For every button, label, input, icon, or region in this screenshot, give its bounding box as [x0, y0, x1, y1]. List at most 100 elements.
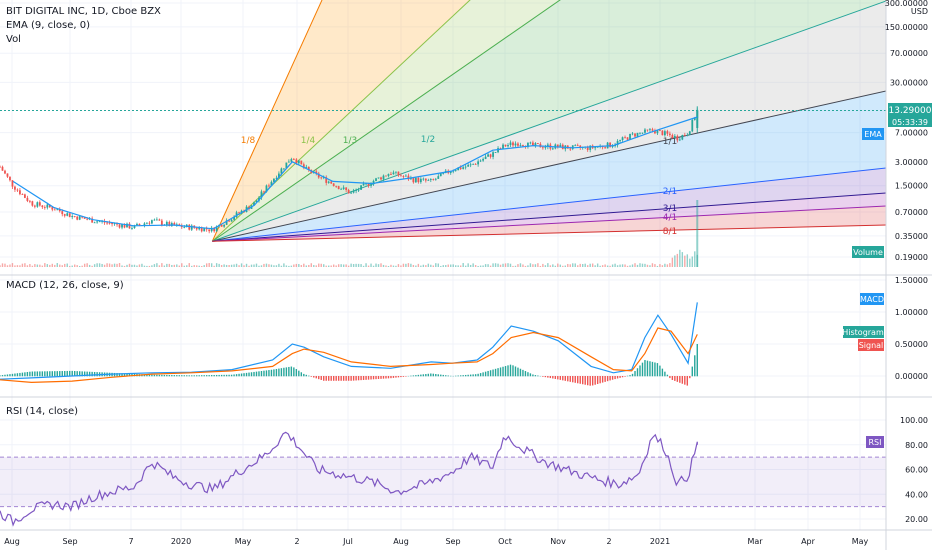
volume-bar	[380, 263, 382, 267]
price-tick-label: 0.70000	[895, 208, 928, 217]
volume-bar	[233, 264, 235, 267]
macd-histogram-bar	[659, 365, 661, 377]
candle-body	[519, 145, 522, 146]
macd-histogram-bar	[430, 373, 432, 377]
macd-histogram-bar	[479, 373, 482, 377]
candle-body	[238, 212, 240, 214]
macd-histogram-bar	[208, 375, 210, 377]
macd-histogram-bar	[502, 366, 504, 377]
volume-bar	[203, 265, 205, 267]
macd-axis-ticks: 1.50000 1.00000 0.50000 0.00000	[895, 276, 928, 381]
volume-bar	[265, 263, 268, 267]
candle-body	[46, 204, 49, 208]
candle-body	[432, 179, 435, 180]
macd-histogram-bar	[176, 375, 178, 377]
volume-bar	[156, 263, 158, 267]
macd-histogram-bar	[552, 376, 554, 379]
ema-legend[interactable]: EMA (9, close, 0)	[6, 20, 90, 31]
volume-bar	[111, 264, 113, 267]
candle-body	[33, 205, 36, 207]
rsi-title[interactable]: RSI (14, close)	[6, 406, 78, 417]
macd-histogram-bar	[557, 376, 559, 380]
candle-body	[654, 130, 656, 134]
candle-body	[290, 159, 293, 162]
volume-bar	[694, 251, 696, 267]
price-tick-label: 300.00000	[885, 0, 928, 8]
candle-body	[385, 175, 387, 177]
macd-histogram-bar	[621, 376, 624, 378]
volume-bar	[365, 263, 367, 267]
volume-bar	[696, 200, 699, 267]
volume-bar	[260, 265, 263, 267]
candle-body	[295, 159, 298, 164]
volume-bar	[437, 263, 439, 267]
price-axis[interactable]: USD	[911, 7, 928, 16]
candle-body	[604, 147, 607, 149]
volume-bar	[136, 265, 138, 267]
macd-histogram-bar	[243, 373, 245, 377]
symbol-title[interactable]: BIT DIGITAL INC, 1D, Cboe BZX	[6, 6, 161, 17]
macd-histogram-bar	[11, 373, 14, 377]
macd-histogram-bar	[44, 371, 46, 377]
macd-histogram-bar	[619, 376, 621, 378]
candle-body	[106, 222, 108, 224]
candle-body	[71, 216, 74, 218]
macd-histogram-bar	[188, 375, 190, 377]
candle-body	[621, 137, 624, 141]
time-axis[interactable]: Aug Sep 7 2020 May 2 Jul Aug Sep Oct Nov 2 2021 Mar Ap…	[4, 537, 868, 546]
volume-bar	[455, 265, 457, 267]
vol-legend[interactable]: Vol	[6, 34, 21, 45]
volume-bar	[248, 265, 250, 267]
macd-histogram-bar	[504, 366, 507, 377]
volume-bar	[133, 264, 136, 267]
volume-bar	[61, 265, 63, 267]
volume-bar	[646, 264, 649, 267]
macd-title[interactable]: MACD (12, 26, close, 9)	[6, 280, 124, 291]
macd-histogram-bar	[215, 374, 218, 377]
macd-histogram-bar	[275, 368, 278, 377]
candle-body	[626, 137, 629, 140]
macd-histogram-bar	[151, 374, 153, 377]
macd-histogram-bar	[278, 368, 280, 377]
volume-bar	[54, 264, 56, 267]
candle-body	[280, 168, 283, 174]
macd-histogram-bar	[689, 376, 691, 379]
candle-body	[668, 133, 671, 136]
candle-body	[36, 202, 39, 207]
volume-bar	[280, 265, 283, 267]
candle-body	[111, 223, 113, 225]
candle-body	[292, 159, 295, 160]
macd-histogram-bar	[352, 376, 355, 381]
candle-body	[681, 135, 684, 140]
candle-body	[556, 144, 559, 148]
candle-body	[146, 222, 148, 224]
volume-bar	[352, 264, 355, 267]
candle-body	[494, 152, 497, 153]
macd-histogram-bar	[674, 376, 676, 381]
macd-histogram-bar	[469, 374, 472, 377]
gann-fan-ray	[212, 205, 886, 242]
volume-bar	[223, 264, 225, 267]
rsi-tick-label: 80.00	[905, 441, 928, 450]
macd-histogram-bar	[686, 376, 689, 386]
candle-body	[424, 178, 427, 181]
macd-histogram-bar	[285, 367, 288, 377]
candle-body	[255, 200, 258, 203]
macd-histogram-bar	[342, 376, 345, 381]
candle-body	[19, 190, 21, 195]
candle-body	[66, 213, 69, 216]
macd-histogram-bar	[24, 372, 26, 377]
volume-bar	[509, 263, 512, 267]
candle-body	[367, 183, 370, 186]
volume-bar	[689, 258, 691, 267]
macd-histogram-bar	[41, 371, 44, 377]
candle-body	[462, 167, 465, 169]
macd-histogram-bar	[532, 374, 534, 377]
price-tick-label: 70.00000	[890, 49, 928, 58]
macd-histogram-bar	[547, 376, 549, 378]
volume-bar	[141, 263, 143, 267]
candle-body	[131, 228, 133, 229]
time-tick-label: Nov	[550, 537, 566, 546]
macd-histogram-bar	[31, 371, 34, 377]
